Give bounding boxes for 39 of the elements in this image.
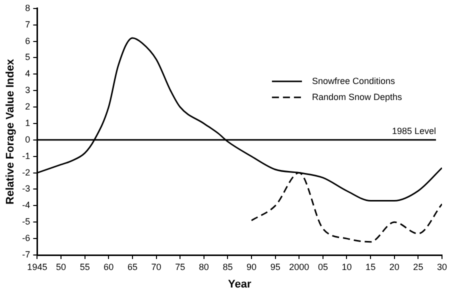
x-tick-label: 65 [127, 262, 138, 272]
y-tick-label: -7 [22, 249, 30, 260]
x-axis-title: Year [228, 278, 252, 290]
x-tick-label: 1945 [27, 262, 48, 272]
y-tick-label: 8 [25, 2, 30, 13]
y-tick-label: -6 [22, 233, 30, 244]
y-tick-label: 2 [25, 102, 30, 112]
x-tick-label: 05 [318, 262, 328, 272]
x-tick-label: 20 [389, 262, 400, 272]
legend-label: Snowfree Conditions [312, 76, 396, 86]
y-tick-label: -4 [22, 200, 30, 210]
x-tick-label: 95 [270, 262, 280, 272]
y-axis-title: Relative Forage Value Index [4, 58, 17, 204]
x-tick-label: 90 [246, 262, 257, 272]
y-tick-label: 0 [25, 134, 30, 144]
x-tick-label: 80 [198, 262, 209, 272]
y-tick-label: 5 [25, 52, 30, 62]
x-tick-label: 15 [366, 262, 376, 272]
x-tick-label: 60 [104, 262, 114, 272]
x-tick-label: 75 [175, 262, 186, 272]
y-tick-label: -3 [22, 184, 30, 194]
y-tick-label: -1 [22, 150, 30, 161]
y-tick-label: 1 [25, 118, 30, 128]
legend-label: Random Snow Depths [312, 92, 402, 102]
x-tick-label: 85 [222, 262, 233, 272]
x-tick-label: 70 [151, 262, 162, 272]
y-tick-label: -2 [22, 167, 30, 178]
x-tick-label: 55 [80, 262, 90, 272]
y-tick-label: -5 [22, 216, 30, 227]
ref-line-label: 1985 Level [392, 126, 436, 136]
y-tick-label: 3 [25, 85, 30, 96]
x-tick-label: 2000 [289, 262, 310, 272]
x-tick-label: 10 [342, 262, 352, 272]
y-tick-label: 6 [25, 36, 30, 46]
y-tick-label: 4 [25, 68, 30, 79]
x-tick-label: 25 [413, 262, 424, 272]
x-tick-label: 30 [436, 262, 447, 272]
x-tick-label: 50 [56, 262, 66, 272]
y-tick-label: 7 [25, 19, 30, 30]
